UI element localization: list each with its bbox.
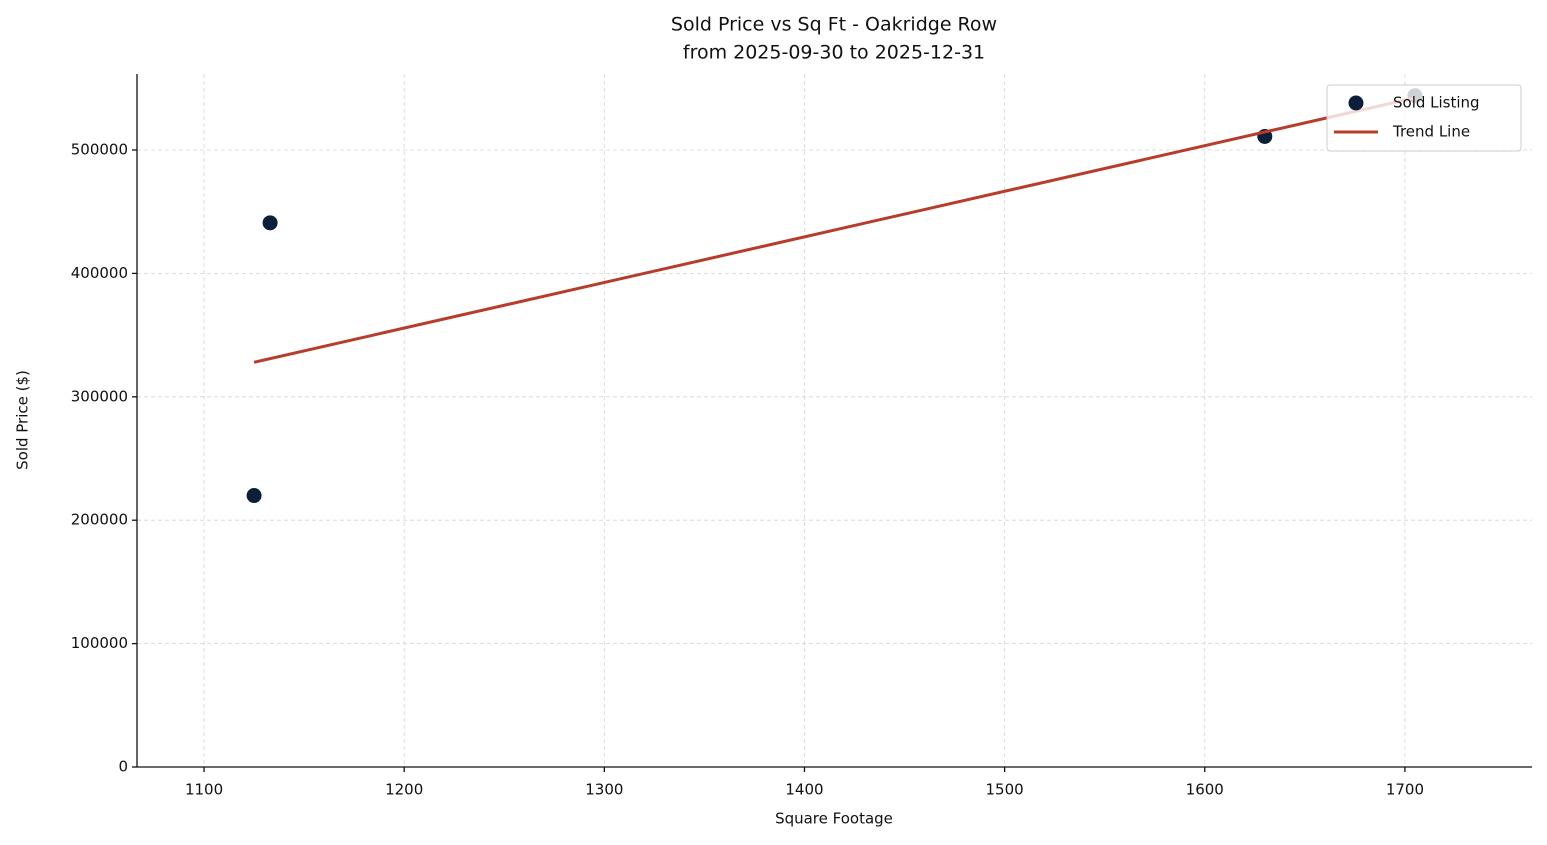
y-axis-label: Sold Price ($) (14, 370, 32, 470)
y-tick-label: 0 (118, 758, 128, 776)
y-tick-label: 300000 (71, 387, 128, 405)
point (262, 215, 278, 231)
legend-label: Sold Listing (1393, 94, 1480, 112)
point (246, 488, 262, 504)
x-tick-label: 1400 (785, 781, 823, 799)
trend-line (253, 96, 1416, 364)
legend-label: Trend Line (1392, 123, 1470, 141)
y-tick-label: 100000 (71, 634, 128, 652)
x-axis-label: Square Footage (775, 810, 893, 828)
chart-subtitle: from 2025-09-30 to 2025-12-31 (683, 42, 985, 64)
y-tick-label: 500000 (71, 141, 128, 159)
legend-box (1326, 84, 1522, 152)
legend: Sold Listing Trend Line (1326, 84, 1522, 152)
x-tick-label: 1600 (1186, 781, 1224, 799)
x-tick-label: 1300 (585, 781, 623, 799)
y-tick-label: 400000 (71, 264, 128, 282)
x-tick-label: 1700 (1386, 781, 1424, 799)
chart-title: Sold Price vs Sq Ft - Oakridge Row (671, 14, 997, 36)
y-tick-label: 200000 (71, 511, 128, 529)
x-tick-label: 1100 (185, 781, 223, 799)
x-tick-label: 1500 (986, 781, 1024, 799)
x-tick-label: 1200 (385, 781, 423, 799)
grid (137, 74, 1532, 768)
legend-marker (1348, 95, 1364, 111)
